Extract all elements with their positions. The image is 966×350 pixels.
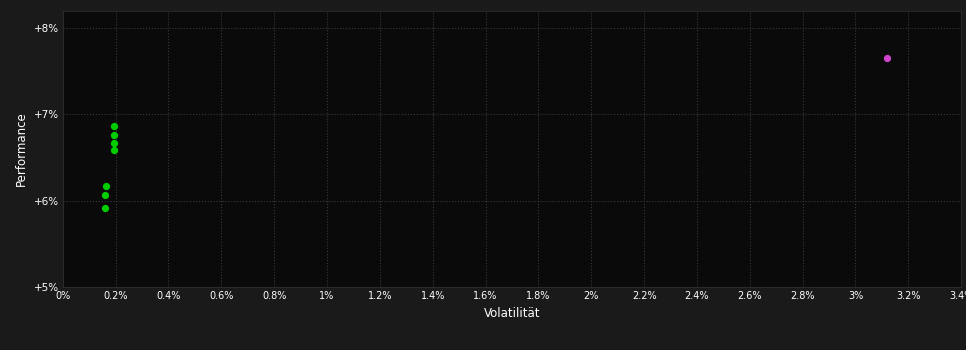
Point bbox=[98, 192, 113, 197]
Point bbox=[106, 132, 122, 138]
Point bbox=[879, 55, 895, 61]
X-axis label: Volatilität: Volatilität bbox=[484, 307, 540, 320]
Point bbox=[106, 140, 122, 146]
Point bbox=[98, 205, 113, 210]
Point bbox=[106, 124, 122, 129]
Y-axis label: Performance: Performance bbox=[14, 111, 28, 186]
Point bbox=[106, 148, 122, 153]
Point bbox=[99, 183, 114, 189]
